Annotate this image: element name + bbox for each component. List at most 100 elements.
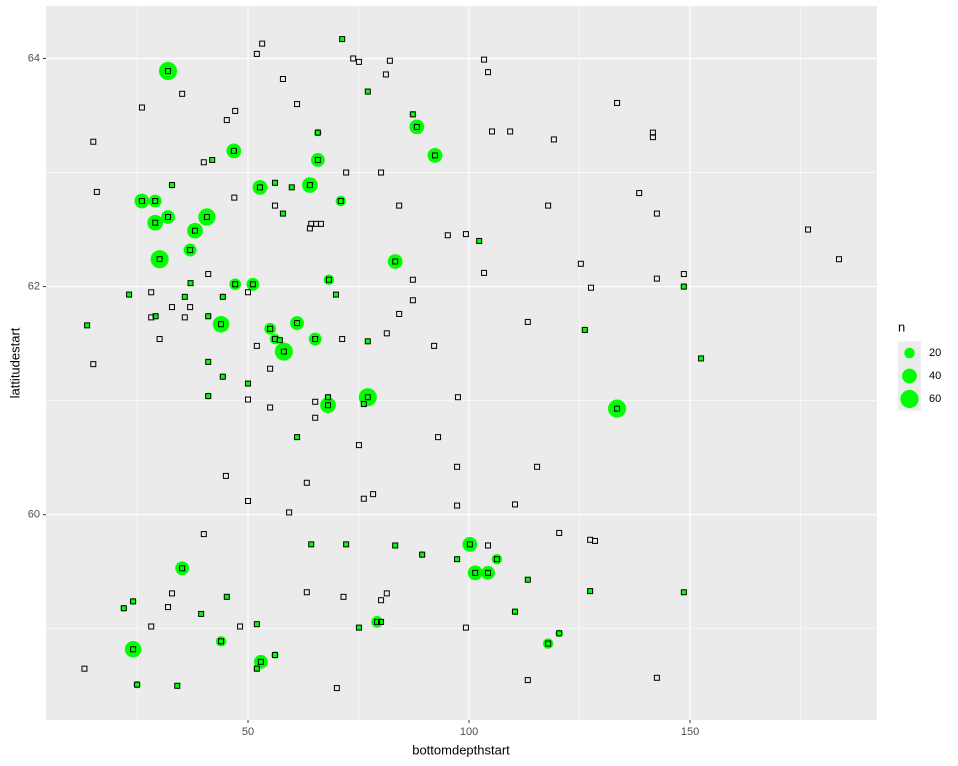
point-square	[680, 589, 687, 596]
point-square	[396, 310, 403, 317]
point-square	[355, 442, 362, 449]
point-square	[485, 569, 492, 576]
bubble	[120, 604, 128, 612]
point-square	[462, 231, 469, 238]
point-square	[835, 256, 842, 263]
bubble	[271, 651, 279, 659]
point-square	[200, 531, 207, 538]
y-tick-label: 62	[28, 280, 40, 292]
point-square	[84, 322, 91, 329]
point-square	[370, 491, 377, 498]
point-square	[454, 502, 461, 509]
point-square	[333, 685, 340, 692]
bubble	[147, 214, 164, 231]
grid	[46, 6, 877, 720]
bubble	[84, 322, 90, 328]
point-square	[205, 358, 212, 365]
point-square	[581, 326, 588, 333]
point-square	[472, 569, 479, 576]
point-square	[198, 610, 205, 617]
point-square	[374, 618, 381, 625]
point-square	[556, 630, 563, 637]
bubble	[409, 111, 417, 118]
bubble	[608, 399, 627, 418]
point-square	[256, 184, 263, 191]
point-square	[680, 283, 687, 290]
point-square	[294, 434, 301, 441]
point-square	[249, 281, 256, 288]
point-square	[219, 373, 226, 380]
point-square	[148, 289, 155, 296]
point-square	[205, 393, 212, 400]
point-square	[294, 320, 301, 327]
point-square	[378, 169, 385, 176]
marks	[81, 36, 842, 692]
point-square	[280, 348, 287, 355]
point-square	[392, 258, 399, 265]
point-square	[409, 297, 416, 304]
point-square	[303, 589, 310, 596]
bubble	[698, 355, 704, 362]
point-square	[222, 472, 229, 479]
legend-bubble	[904, 347, 915, 359]
bubble	[187, 280, 194, 286]
point-square	[386, 57, 393, 64]
legend-title: n	[898, 319, 905, 334]
bubble	[361, 401, 367, 407]
bubble	[129, 598, 137, 605]
point-square	[587, 588, 594, 595]
y-tick-label: 60	[28, 509, 40, 521]
bubble	[339, 36, 345, 42]
point-square	[200, 159, 207, 166]
panel	[46, 6, 877, 720]
point-square	[680, 271, 687, 278]
point-square	[337, 198, 344, 205]
axes: 50 100 150 60 62 64	[28, 52, 699, 738]
bubble	[290, 316, 304, 331]
point-square	[90, 361, 97, 368]
bubble	[308, 332, 322, 346]
point-square	[350, 55, 357, 62]
point-square	[481, 269, 488, 276]
point-square	[698, 355, 705, 362]
point-square	[93, 188, 100, 195]
point-square	[364, 338, 371, 345]
point-square	[325, 394, 332, 401]
point-square	[138, 198, 145, 205]
point-square	[340, 593, 347, 600]
point-square	[288, 184, 295, 191]
point-square	[306, 182, 313, 189]
bubble	[272, 180, 278, 186]
bubble	[365, 88, 371, 95]
point-square	[179, 565, 186, 572]
bubble	[314, 128, 322, 137]
point-square	[339, 336, 346, 343]
bubble	[308, 541, 314, 547]
x-tick-label: 50	[242, 726, 254, 738]
point-square	[493, 556, 500, 563]
bubble	[310, 153, 325, 167]
legend: n 20 40 60	[898, 319, 941, 411]
point-square	[545, 640, 552, 647]
bubble	[581, 326, 589, 334]
point-square	[209, 156, 216, 163]
point-square	[378, 618, 385, 625]
point-square	[187, 304, 194, 311]
point-square	[245, 498, 252, 505]
x-tick-label: 100	[460, 726, 478, 738]
bubble	[294, 434, 300, 440]
bubble	[175, 561, 190, 576]
bubble	[356, 624, 362, 631]
point-square	[181, 314, 188, 321]
bubble	[205, 359, 211, 365]
bubble	[150, 250, 169, 269]
bubble	[198, 611, 204, 617]
point-square	[231, 194, 238, 201]
bubble	[245, 380, 251, 387]
bubble	[161, 210, 175, 224]
bubble	[587, 588, 593, 594]
bubble	[274, 342, 293, 361]
legend-bubble	[900, 389, 919, 409]
point-square	[223, 593, 230, 600]
point-square	[237, 623, 244, 630]
